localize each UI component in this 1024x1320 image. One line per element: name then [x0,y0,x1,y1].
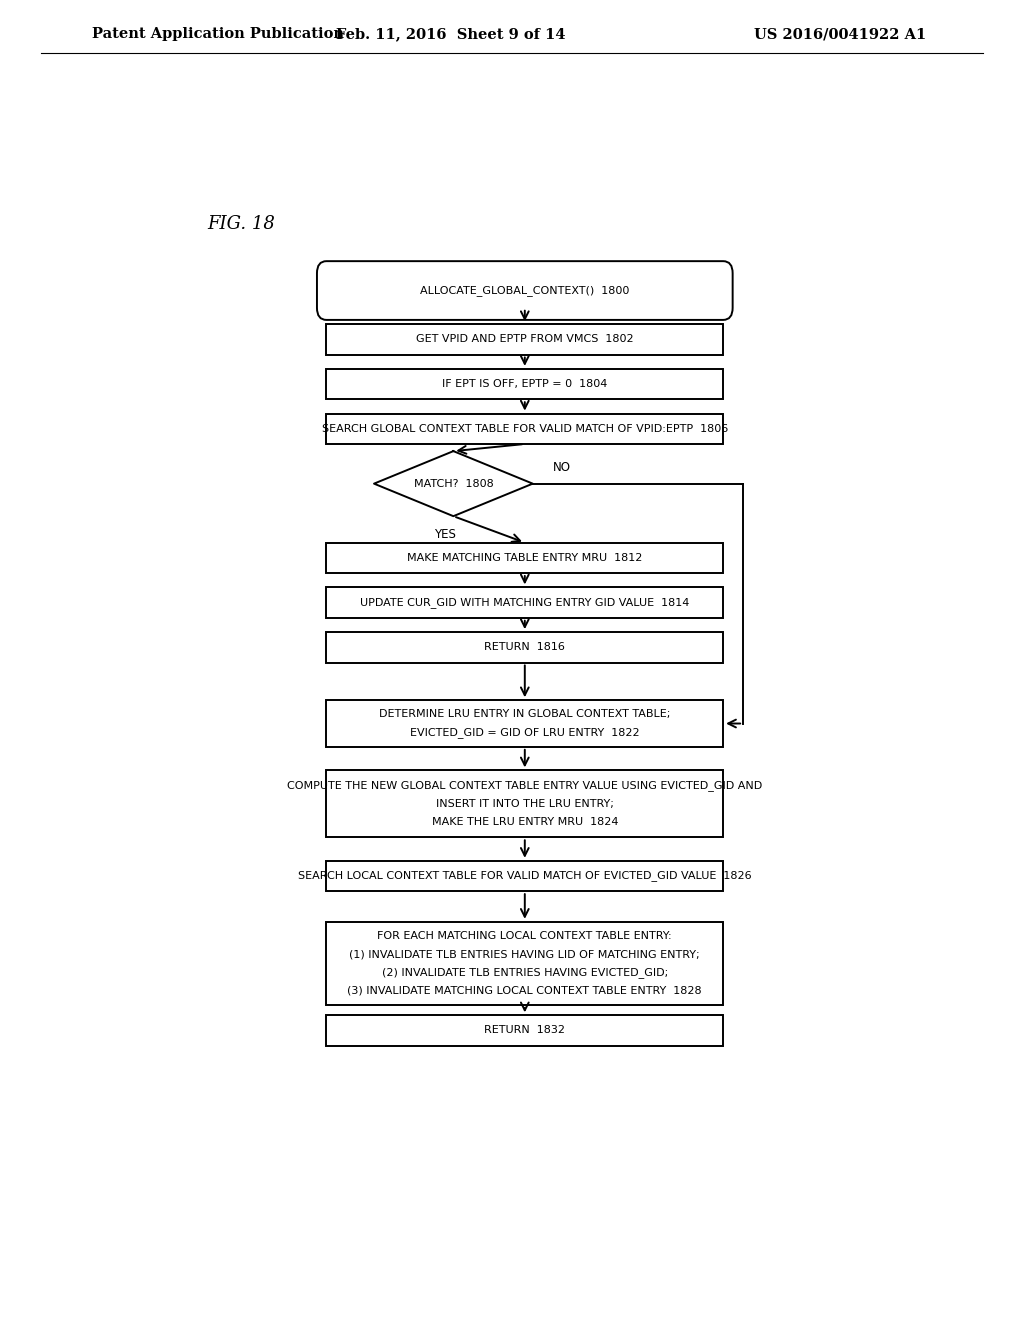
Text: Patent Application Publication: Patent Application Publication [92,28,344,41]
Text: MAKE MATCHING TABLE ENTRY MRU  1812: MAKE MATCHING TABLE ENTRY MRU 1812 [408,553,642,562]
Text: Feb. 11, 2016  Sheet 9 of 14: Feb. 11, 2016 Sheet 9 of 14 [336,28,565,41]
FancyBboxPatch shape [327,632,723,663]
Polygon shape [374,451,532,516]
FancyBboxPatch shape [327,1015,723,1045]
Text: MAKE THE LRU ENTRY MRU  1824: MAKE THE LRU ENTRY MRU 1824 [431,817,618,828]
Text: IF EPT IS OFF, EPTP = 0  1804: IF EPT IS OFF, EPTP = 0 1804 [442,379,607,389]
FancyBboxPatch shape [327,587,723,618]
Text: EVICTED_GID = GID OF LRU ENTRY  1822: EVICTED_GID = GID OF LRU ENTRY 1822 [410,727,640,738]
FancyBboxPatch shape [327,700,723,747]
Text: INSERT IT INTO THE LRU ENTRY;: INSERT IT INTO THE LRU ENTRY; [436,799,613,809]
FancyBboxPatch shape [327,325,723,355]
Text: US 2016/0041922 A1: US 2016/0041922 A1 [754,28,926,41]
Text: (2) INVALIDATE TLB ENTRIES HAVING EVICTED_GID;: (2) INVALIDATE TLB ENTRIES HAVING EVICTE… [382,968,668,978]
Text: FIG. 18: FIG. 18 [207,215,275,234]
Text: MATCH?  1808: MATCH? 1808 [414,479,494,488]
Text: (3) INVALIDATE MATCHING LOCAL CONTEXT TABLE ENTRY  1828: (3) INVALIDATE MATCHING LOCAL CONTEXT TA… [347,986,702,995]
FancyBboxPatch shape [327,543,723,573]
FancyBboxPatch shape [327,921,723,1005]
Text: COMPUTE THE NEW GLOBAL CONTEXT TABLE ENTRY VALUE USING EVICTED_GID AND: COMPUTE THE NEW GLOBAL CONTEXT TABLE ENT… [287,780,763,791]
Text: RETURN  1832: RETURN 1832 [484,1026,565,1035]
Text: FOR EACH MATCHING LOCAL CONTEXT TABLE ENTRY:: FOR EACH MATCHING LOCAL CONTEXT TABLE EN… [378,931,672,941]
Text: GET VPID AND EPTP FROM VMCS  1802: GET VPID AND EPTP FROM VMCS 1802 [416,334,634,345]
FancyBboxPatch shape [327,413,723,444]
Text: UPDATE CUR_GID WITH MATCHING ENTRY GID VALUE  1814: UPDATE CUR_GID WITH MATCHING ENTRY GID V… [360,597,689,609]
Text: NO: NO [553,461,570,474]
Text: RETURN  1816: RETURN 1816 [484,643,565,652]
FancyBboxPatch shape [327,771,723,837]
Text: (1) INVALIDATE TLB ENTRIES HAVING LID OF MATCHING ENTRY;: (1) INVALIDATE TLB ENTRIES HAVING LID OF… [349,949,700,960]
FancyBboxPatch shape [327,368,723,399]
FancyBboxPatch shape [327,861,723,891]
Text: ALLOCATE_GLOBAL_CONTEXT()  1800: ALLOCATE_GLOBAL_CONTEXT() 1800 [420,285,630,296]
FancyBboxPatch shape [317,261,732,319]
Text: YES: YES [434,528,457,541]
Text: SEARCH LOCAL CONTEXT TABLE FOR VALID MATCH OF EVICTED_GID VALUE  1826: SEARCH LOCAL CONTEXT TABLE FOR VALID MAT… [298,870,752,882]
Text: SEARCH GLOBAL CONTEXT TABLE FOR VALID MATCH OF VPID:EPTP  1806: SEARCH GLOBAL CONTEXT TABLE FOR VALID MA… [322,424,728,434]
Text: DETERMINE LRU ENTRY IN GLOBAL CONTEXT TABLE;: DETERMINE LRU ENTRY IN GLOBAL CONTEXT TA… [379,709,671,719]
